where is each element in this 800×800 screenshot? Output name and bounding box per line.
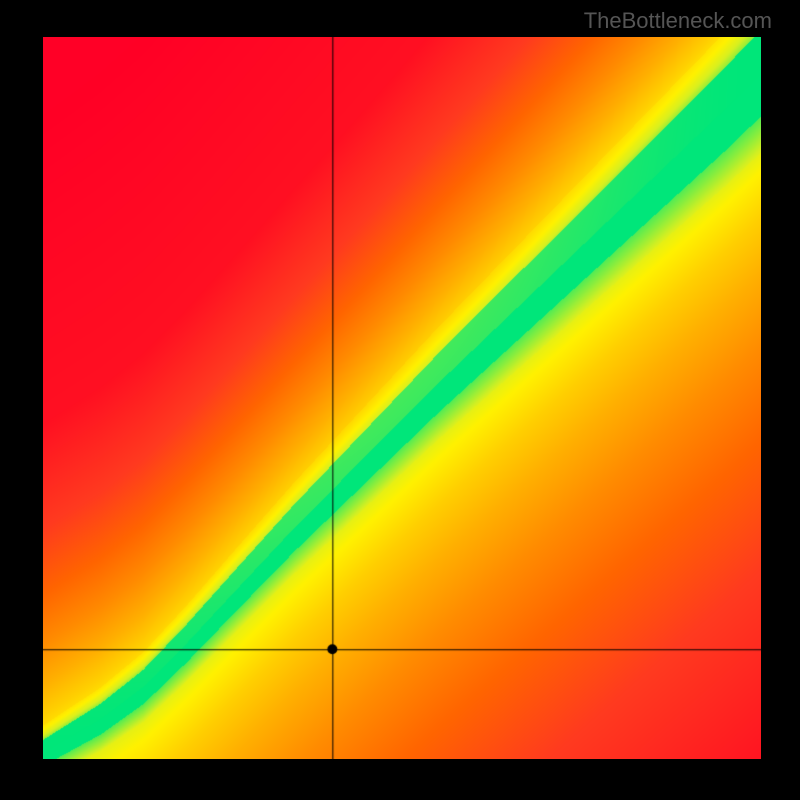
- figure-container: TheBottleneck.com: [0, 0, 800, 800]
- watermark-text: TheBottleneck.com: [584, 8, 772, 34]
- heatmap-canvas: [43, 37, 761, 759]
